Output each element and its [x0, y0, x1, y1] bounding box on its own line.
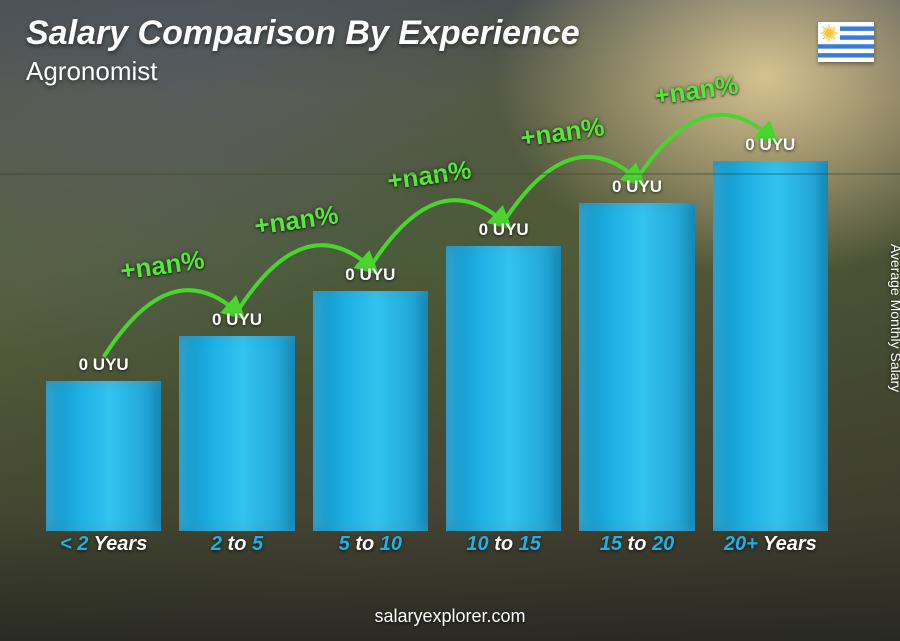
chart-subtitle: Agronomist — [26, 56, 158, 87]
bar-value-label: 0 UYU — [212, 310, 262, 330]
bar-rect — [446, 246, 561, 531]
chart-title: Salary Comparison By Experience — [26, 14, 580, 53]
category-label: 20+ Years — [713, 533, 828, 561]
category-label: 2 to 5 — [179, 533, 294, 561]
bar-value-label: 0 UYU — [745, 135, 795, 155]
bars-container: 0 UYU 0 UYU 0 UYU 0 UYU 0 UYU 0 UYU — [46, 100, 828, 531]
category-label: 10 to 15 — [446, 533, 561, 561]
footer-attribution: salaryexplorer.com — [0, 606, 900, 627]
bar-4: 0 UYU — [579, 177, 694, 531]
chart-canvas: Salary Comparison By Experience Agronomi… — [0, 0, 900, 641]
category-label: 15 to 20 — [579, 533, 694, 561]
bar-rect — [313, 291, 428, 531]
uruguay-flag-icon — [818, 22, 874, 62]
category-row: < 2 Years 2 to 5 5 to 10 10 to 15 15 to 20 20… — [46, 533, 828, 561]
bar-0: 0 UYU — [46, 355, 161, 531]
bar-3: 0 UYU — [446, 220, 561, 531]
bar-value-label: 0 UYU — [345, 265, 395, 285]
bar-value-label: 0 UYU — [612, 177, 662, 197]
bar-chart: 0 UYU 0 UYU 0 UYU 0 UYU 0 UYU 0 UYU < 2 Years… — [46, 100, 828, 561]
bar-rect — [179, 336, 294, 531]
bar-value-label: 0 UYU — [79, 355, 129, 375]
bar-rect — [46, 381, 161, 531]
bar-rect — [579, 203, 694, 531]
category-label: < 2 Years — [46, 533, 161, 561]
bar-1: 0 UYU — [179, 310, 294, 531]
y-axis-label: Average Monthly Salary — [888, 244, 900, 392]
bar-2: 0 UYU — [313, 265, 428, 531]
bar-5: 0 UYU — [713, 135, 828, 531]
category-label: 5 to 10 — [313, 533, 428, 561]
bar-rect — [713, 161, 828, 531]
bar-value-label: 0 UYU — [479, 220, 529, 240]
